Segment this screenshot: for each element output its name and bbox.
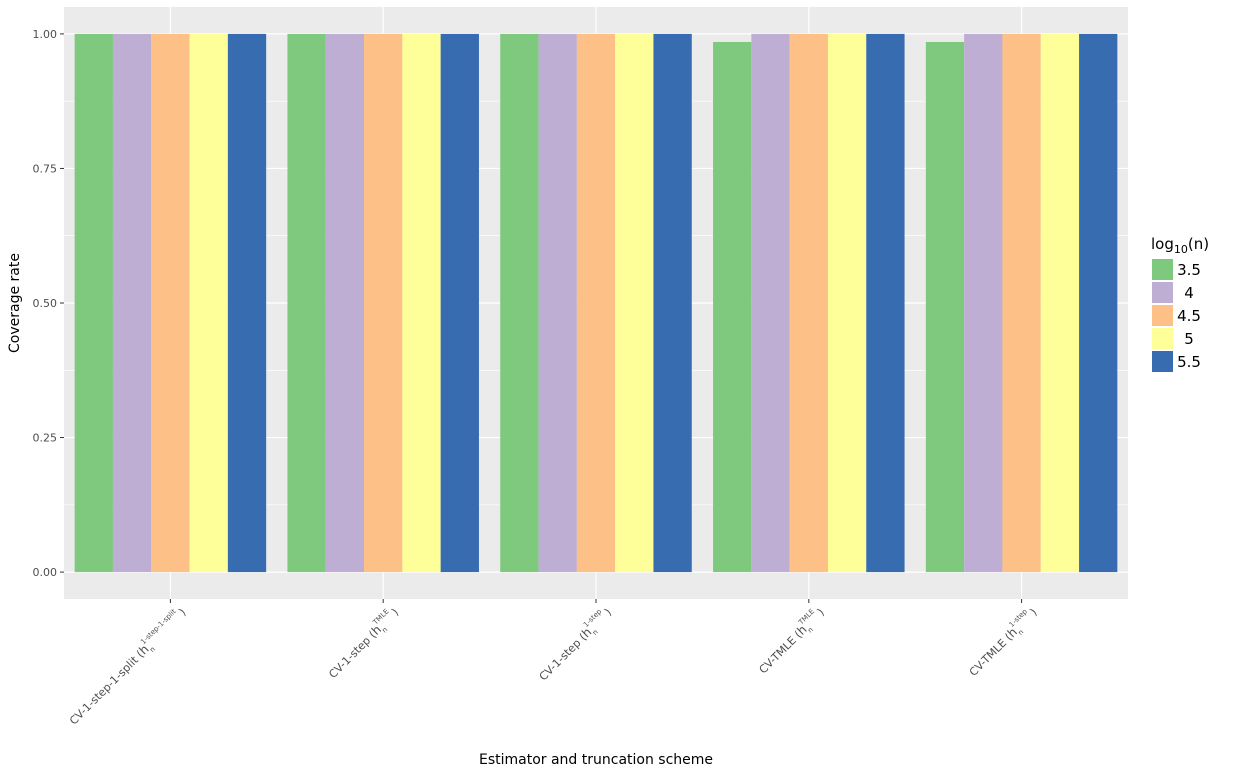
bar-3_5-cat-0 xyxy=(74,33,113,573)
bar-4_5-cat-4 xyxy=(1002,33,1041,573)
y-tick-label: 0.25 xyxy=(33,432,58,445)
x-tick-label-text: CV-1-step (hn1-step) xyxy=(534,603,616,685)
bar-3_5-cat-4 xyxy=(925,41,965,573)
x-axis-title: Estimator and truncation scheme xyxy=(479,752,713,768)
legend-key-3_5 xyxy=(1152,259,1173,280)
bar-4_5-cat-0 xyxy=(151,33,190,573)
x-tick-label: CV-TMLE (hn1-step) xyxy=(964,603,1042,681)
bar-5-cat-4 xyxy=(1040,33,1080,573)
y-tick-label: 0.00 xyxy=(33,566,58,579)
bar-5_5-cat-3 xyxy=(866,33,905,573)
y-axis: 0.00 0.25 0.50 0.75 1.00 xyxy=(33,28,64,579)
y-axis-title: Coverage rate xyxy=(7,253,23,353)
x-tick-label-text: CV-TMLE (hn1-step) xyxy=(964,603,1042,681)
bar-4-cat-1 xyxy=(325,33,365,573)
bar-5-cat-3 xyxy=(827,33,867,573)
bar-5-cat-0 xyxy=(189,33,228,573)
legend-key-5_5 xyxy=(1152,351,1173,372)
bar-4-cat-0 xyxy=(112,33,152,573)
y-tick-label: 0.50 xyxy=(33,297,58,310)
legend-label-5_5: 5.5 xyxy=(1177,353,1201,371)
legend-key-5 xyxy=(1152,328,1173,349)
x-tick-label: CV-1-step (hnTMLE) xyxy=(323,603,403,683)
bar-4-cat-4 xyxy=(964,33,1003,573)
bar-5-cat-1 xyxy=(402,33,441,573)
legend: log10(n) 3.5 4 4.5 5 5.5 xyxy=(1151,235,1209,372)
bar-3_5-cat-2 xyxy=(500,33,539,573)
bar-5_5-cat-2 xyxy=(653,33,692,573)
x-tick-label-text: CV-TMLE (hnTMLE) xyxy=(754,603,829,678)
x-axis: CV-1-step-1-split (hn1-step-1-split) CV-1… xyxy=(64,599,1042,729)
bar-5_5-cat-4 xyxy=(1079,33,1118,573)
legend-label-4_5: 4.5 xyxy=(1177,307,1201,325)
legend-title: log10(n) xyxy=(1151,235,1209,256)
bar-5-cat-2 xyxy=(615,33,654,573)
bar-4_5-cat-3 xyxy=(789,33,828,573)
x-tick-label-text: CV-1-step (hnTMLE) xyxy=(323,603,403,683)
legend-key-4 xyxy=(1152,282,1173,303)
x-tick-label: CV-1-step-1-split (hn1-step-1-split) xyxy=(64,603,190,729)
bar-4-cat-2 xyxy=(538,33,577,573)
bar-5_5-cat-1 xyxy=(440,33,479,573)
bar-3_5-cat-3 xyxy=(713,41,752,573)
bar-4-cat-3 xyxy=(751,33,790,573)
y-tick-label: 1.00 xyxy=(33,28,58,41)
legend-key-4_5 xyxy=(1152,305,1173,326)
bar-4_5-cat-2 xyxy=(576,33,616,573)
bar-4_5-cat-1 xyxy=(364,33,403,573)
y-tick-label: 0.75 xyxy=(33,162,58,175)
bar-3_5-cat-1 xyxy=(287,33,326,573)
legend-label-5: 5 xyxy=(1184,330,1194,348)
bar-5_5-cat-0 xyxy=(227,33,267,573)
x-tick-label: CV-1-step (hn1-step) xyxy=(534,603,616,685)
x-tick-label-text: CV-1-step-1-split (hn1-step-1-split) xyxy=(64,603,190,729)
legend-label-3_5: 3.5 xyxy=(1177,261,1201,279)
x-tick-label: CV-TMLE (hnTMLE) xyxy=(754,603,829,678)
bars xyxy=(74,33,1118,573)
legend-label-4: 4 xyxy=(1184,284,1194,302)
